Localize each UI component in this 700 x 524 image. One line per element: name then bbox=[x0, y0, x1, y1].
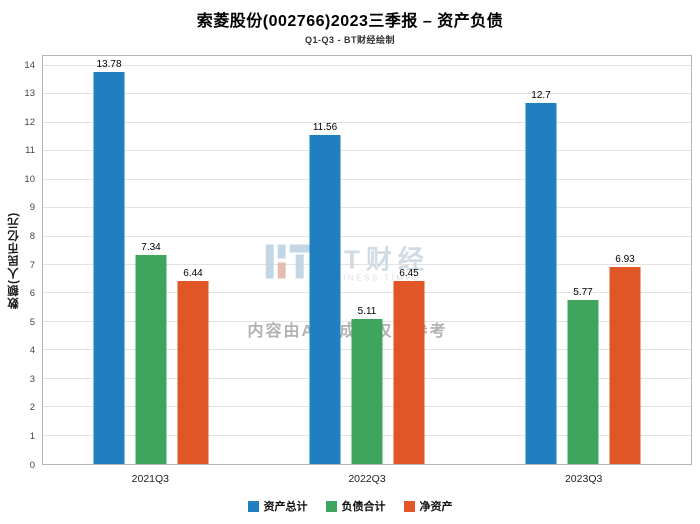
y-tick-label: 6 bbox=[29, 287, 35, 299]
legend-item-资产总计: 资产总计 bbox=[247, 498, 308, 514]
bar-value-label: 6.45 bbox=[399, 267, 419, 279]
bar-value-label: 13.78 bbox=[96, 59, 122, 71]
legend-label: 资产总计 bbox=[263, 501, 308, 513]
bar-净资产-2022Q3: 6.45 bbox=[393, 268, 425, 464]
gridline bbox=[43, 235, 691, 237]
gridline bbox=[43, 263, 691, 265]
bar-value-label: 7.34 bbox=[141, 242, 161, 254]
gridline bbox=[43, 121, 691, 123]
legend-label: 负债合计 bbox=[341, 501, 386, 513]
bar-group-2023Q3: 12.7 5.77 6.93 bbox=[525, 56, 641, 464]
y-tick-label: 0 bbox=[29, 459, 35, 471]
y-axis-ticks: 0 1 2 3 4 5 6 7 8 9 10 11 12 13 14 bbox=[0, 55, 38, 469]
gridline bbox=[43, 292, 691, 294]
y-tick-label: 1 bbox=[29, 430, 35, 442]
x-axis-labels: 2021Q3 2022Q3 2023Q3 bbox=[42, 473, 692, 487]
bar-负债合计-2023Q3: 5.77 bbox=[567, 287, 599, 464]
bar-净资产-2023Q3: 6.93 bbox=[609, 254, 641, 464]
bar-资产总计-2022Q3: 11.56 bbox=[309, 122, 341, 464]
gridline bbox=[43, 93, 691, 95]
bar-value-label: 5.77 bbox=[573, 286, 593, 298]
bar-净资产-2021Q3: 6.44 bbox=[177, 268, 209, 464]
legend-item-净资产: 净资产 bbox=[403, 498, 453, 514]
y-tick-label: 8 bbox=[29, 230, 35, 242]
gridline bbox=[43, 207, 691, 209]
x-tick-label: 2023Q3 bbox=[564, 473, 603, 485]
bar-group-2021Q3: 13.78 7.34 6.44 bbox=[93, 56, 209, 464]
y-tick-label: 5 bbox=[29, 316, 35, 328]
legend-item-负债合计: 负债合计 bbox=[325, 498, 386, 514]
bar-负债合计-2022Q3: 5.11 bbox=[351, 306, 383, 464]
chart-title: 索菱股份(002766)2023三季报 – 资产负债 bbox=[196, 13, 504, 30]
bar-value-label: 11.56 bbox=[312, 122, 338, 134]
legend-swatch bbox=[247, 500, 259, 512]
bar-资产总计-2021Q3: 13.78 bbox=[93, 59, 125, 464]
bar-value-label: 6.44 bbox=[183, 267, 203, 279]
bar-group-2022Q3: 11.56 5.11 6.45 bbox=[309, 56, 425, 464]
x-tick-label: 2022Q3 bbox=[348, 473, 386, 485]
gridline bbox=[43, 178, 691, 180]
y-tick-label: 9 bbox=[29, 202, 35, 214]
legend: 资产总计 负债合计 净资产 bbox=[0, 498, 700, 514]
y-tick-label: 11 bbox=[25, 144, 35, 156]
legend-swatch bbox=[325, 500, 337, 512]
y-tick-label: 13 bbox=[24, 87, 35, 99]
bar-value-label: 12.7 bbox=[531, 89, 551, 101]
gridline bbox=[43, 64, 691, 66]
y-tick-label: 12 bbox=[24, 116, 35, 128]
x-tick-label: 2021Q3 bbox=[131, 473, 170, 485]
y-tick-label: 7 bbox=[29, 259, 35, 271]
gridline bbox=[43, 150, 691, 152]
y-tick-label: 3 bbox=[29, 373, 35, 385]
bar-资产总计-2023Q3: 12.7 bbox=[525, 90, 557, 464]
plot-area: BT财经 BUSINESS TIMES 内容由AI生成，仅供参考 13.78 7.… bbox=[42, 55, 692, 465]
y-tick-label: 2 bbox=[29, 402, 35, 414]
legend-swatch bbox=[403, 500, 415, 512]
bar-value-label: 5.11 bbox=[357, 305, 377, 317]
y-tick-label: 14 bbox=[24, 59, 35, 71]
bar-value-label: 6.93 bbox=[615, 253, 635, 265]
chart-subtitle: Q1-Q3 - BT财经绘制 bbox=[304, 35, 395, 45]
y-tick-label: 10 bbox=[24, 173, 35, 185]
y-tick-label: 4 bbox=[29, 344, 35, 356]
bar-负债合计-2021Q3: 7.34 bbox=[135, 242, 167, 464]
legend-label: 净资产 bbox=[419, 501, 453, 513]
